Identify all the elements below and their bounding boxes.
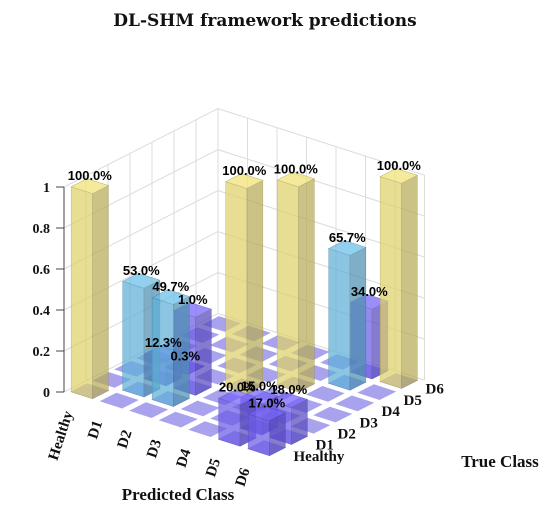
bar-value-label: 100.0% [68,168,113,183]
bar-value-label: 100.0% [377,158,422,173]
y-tick-label: D2 [338,427,356,443]
bar-top-face [70,178,110,194]
bar-side-face [298,178,315,393]
y-axis-label: True Class [461,452,539,471]
floor-tile [158,411,198,428]
y-tick-label: D5 [404,393,422,409]
bar-top-face [217,389,257,406]
x-tick-label: D6 [233,466,254,489]
bar-value-label: 20.0% [219,380,256,395]
bar-value-label: 17.0% [248,395,285,410]
floor-tile [335,395,375,412]
z-tick-label: 0.4 [33,304,51,319]
z-tick-label: 0.6 [33,263,51,278]
y-tick-label: D4 [382,404,401,420]
bar-side-face [401,174,418,389]
bar-front-face [276,179,299,393]
bar-side-face [349,246,367,391]
bar [327,240,367,391]
floor-tile [305,386,345,402]
bar-value-label: 1.0% [178,292,208,307]
bar-value-label: 53.0% [123,263,160,278]
x-tick-label: D3 [144,438,165,460]
bar-top-face [327,240,367,256]
z-tick-label: 0 [43,386,50,401]
bar-value-label: 49.7% [152,279,189,294]
bar-top-face [151,289,191,305]
z-tick-label: 0.2 [33,345,51,360]
floor-tile [188,421,228,437]
x-tick-label: D1 [85,419,106,441]
x-tick-label: D5 [203,457,224,479]
floor-tile [129,402,169,418]
bar-value-label: 0.3% [170,348,200,363]
y-tick-label: Healthy [294,449,345,465]
bar-value-label: 34.0% [351,284,388,299]
bar-top-face [276,171,316,188]
bar-front-face [225,181,248,394]
bar-front-face [122,280,145,398]
bar [70,178,110,400]
x-tick-label: D2 [115,428,136,450]
bar-top-face [121,272,161,289]
bar [151,289,191,407]
bar-side-face [246,179,264,394]
x-tick-label: Healthy [46,409,77,463]
bar-value-label: 18.0% [270,382,307,397]
bar [224,173,264,394]
bar-front-face [70,186,93,400]
bar-front-face [218,397,241,447]
chart-bars [70,168,419,457]
bar-value-label: 100.0% [274,161,319,176]
bar-value-label: 12.3% [145,335,182,350]
x-tick-label: D4 [174,447,195,470]
bar-side-face [92,185,109,400]
chart-title: DL-SHM framework predictions [113,11,416,31]
bar-top-face [224,173,264,189]
y-tick-label: D6 [426,382,445,398]
y-tick-label: D3 [360,415,378,431]
floor-tile [99,392,139,409]
z-tick-label: 0.8 [33,222,51,237]
bar-front-face [379,176,402,389]
bar [379,168,419,389]
bar-top-face [269,392,309,408]
x-axis-label: Predicted Class [122,485,235,504]
z-tick-label: 1 [43,181,50,196]
bar-top-face [379,168,419,184]
floor-tile [357,384,397,400]
bar [247,405,287,457]
floor-tile [313,406,353,423]
bar [276,171,316,393]
bar-front-face [247,413,270,457]
bar-value-label: 65.7% [329,230,366,245]
floor-tile [180,400,220,417]
y-tick-label: D1 [316,438,334,454]
bar-value-label: 100.0% [222,163,267,178]
bar-top-face [247,405,287,422]
bar-front-face [328,248,351,391]
bar-value-label: 15.0% [241,379,278,394]
chart-data-labels: 34.0% 100.0% 65.7% 100.0% 0.3% 100.0% 12.3% 1.0… [68,158,422,410]
